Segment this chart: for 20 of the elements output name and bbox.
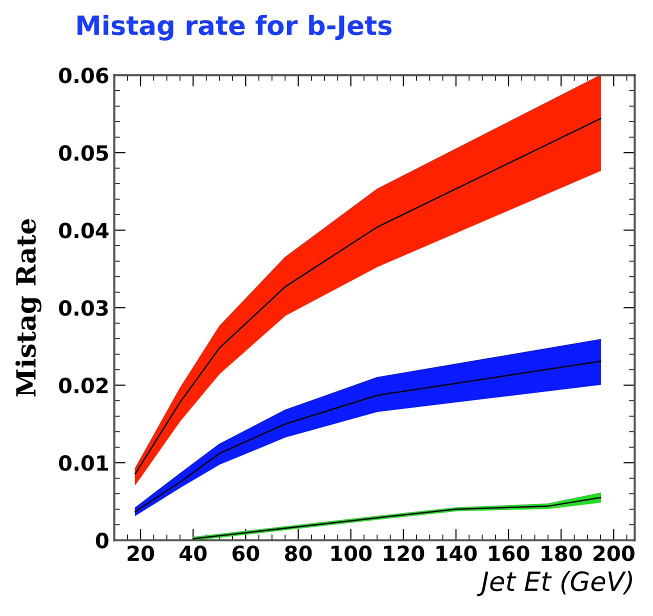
y-tick-label: 0.06	[59, 68, 108, 84]
y-tick-label: 0.05	[59, 145, 108, 161]
y-tick-label: 0.01	[59, 455, 108, 471]
x-tick-label: 80	[285, 545, 312, 562]
x-tick-label: 140	[436, 545, 477, 562]
y-tick-label: 0.03	[59, 300, 108, 316]
x-tick-label: 40	[180, 545, 207, 562]
y-tick-label: 0.02	[59, 378, 108, 394]
x-tick-label: 160	[489, 545, 530, 562]
x-tick-label: 120	[384, 545, 424, 562]
y-tick-label: 0	[96, 532, 108, 548]
x-tick-label: 200	[594, 545, 634, 562]
x-tick-label: 100	[331, 545, 372, 562]
y-tick-label: 0.04	[59, 222, 108, 238]
y-axis-title: Mistag Rate	[15, 219, 42, 396]
chart-title: Mistag rate for b-Jets	[78, 14, 392, 41]
x-tick-label: 20	[128, 545, 154, 562]
x-axis-title: Jet Et (GeV)	[476, 570, 632, 596]
x-tick-label: 60	[232, 545, 260, 562]
x-tick-label: 180	[542, 545, 582, 562]
